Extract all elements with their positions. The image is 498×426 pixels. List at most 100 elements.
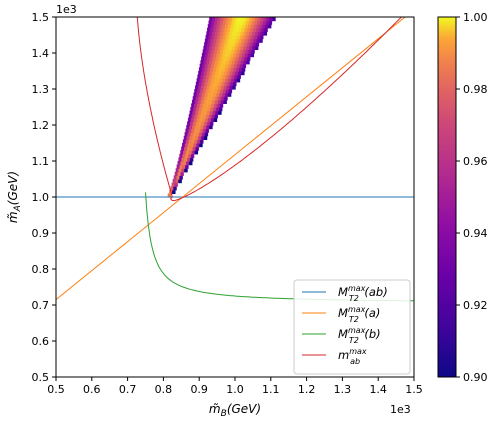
heatmap-cell [224, 53, 229, 58]
heatmap-cell [210, 38, 215, 43]
heatmap-cell [194, 114, 198, 119]
heatmap-cell [218, 67, 223, 72]
heatmap-cell [210, 78, 215, 83]
heatmap-cell [208, 74, 213, 79]
heatmap-cell [208, 60, 213, 65]
y-tick-label: 0.8 [32, 263, 50, 276]
heatmap-cell [220, 45, 225, 50]
heatmap-cell [196, 107, 200, 112]
heatmap-cell [207, 67, 211, 72]
heatmap-cell [204, 38, 209, 43]
heatmap-cell [187, 121, 191, 126]
heatmap-cell [246, 31, 250, 36]
heatmap-cell [249, 42, 254, 47]
heatmap-cell [209, 42, 214, 47]
heatmap-cell [205, 63, 209, 68]
heatmap-cell [197, 125, 202, 130]
heatmap-cell [218, 81, 223, 86]
heatmap-cell [238, 42, 242, 47]
heatmap-cell [259, 38, 263, 43]
heatmap-cell [216, 92, 220, 97]
heatmap-cell [171, 182, 176, 187]
heatmap-cell [217, 31, 222, 36]
heatmap-cell [187, 132, 191, 137]
heatmap-cell [214, 35, 218, 40]
heatmap-cell [214, 114, 218, 119]
heatmap-cell [252, 31, 256, 36]
heatmap-cell [230, 53, 235, 58]
heatmap-cell [211, 60, 216, 65]
heatmap-cell [218, 107, 223, 112]
y-tick-label: 1.2 [32, 119, 50, 132]
colorbar-tick-label: 1.00 [463, 11, 488, 24]
heatmap-cell [198, 71, 202, 76]
heatmap-cell [199, 128, 204, 133]
heatmap-cell [233, 53, 237, 58]
heatmap-cell [207, 27, 211, 32]
x-axis: 0.5 0.6 0.7 0.8 0.9 1.0 1.1 1.2 1.3 1.4 1.5 [47, 377, 423, 396]
heatmap-cell [205, 74, 210, 79]
heatmap-cell [199, 92, 203, 97]
heatmap-cell [196, 78, 201, 83]
heatmap-cell [214, 20, 218, 25]
heatmap-cell [264, 27, 268, 32]
heatmap-cell [197, 114, 201, 119]
heatmap-cell [194, 89, 198, 94]
heatmap-cell [210, 117, 215, 122]
heatmap-cell [205, 128, 209, 133]
heatmap-cell [231, 49, 235, 54]
heatmap-cell [207, 81, 211, 86]
heatmap-cell [222, 92, 226, 97]
heatmap-cell [213, 63, 218, 68]
heatmap-cell [238, 71, 242, 76]
heatmap-cell [202, 63, 206, 68]
heatmap-cell [206, 85, 210, 90]
heatmap-cell [223, 60, 227, 65]
heatmap-cell [265, 20, 270, 25]
heatmap-cell [213, 92, 218, 97]
heatmap-cell [184, 146, 188, 151]
heatmap-cell [236, 53, 240, 58]
heatmap-cell [222, 20, 227, 25]
heatmap-cell [195, 85, 199, 90]
heatmap-cell [185, 164, 189, 169]
heatmap-cell [203, 114, 207, 119]
heatmap-cell [211, 89, 215, 94]
heatmap-cell [242, 38, 246, 43]
heatmap-cell [232, 56, 237, 61]
heatmap-cell [232, 17, 236, 22]
colorbar-tick-label: 0.96 [463, 155, 488, 168]
heatmap-cell [225, 89, 230, 94]
heatmap-cell [214, 74, 219, 79]
heatmap-cell [196, 117, 200, 122]
heatmap-cell [208, 49, 212, 54]
heatmap-cell [212, 71, 216, 76]
y-axis: 0.5 0.6 0.7 0.8 0.9 1.0 1.1 1.2 1.3 1.4 1.5 [32, 11, 56, 384]
heatmap-cell [242, 24, 246, 29]
heatmap-cell [181, 168, 185, 173]
heatmap-cell [206, 45, 210, 50]
heatmap-cell [263, 17, 268, 22]
heatmap-cell [195, 96, 200, 101]
legend-box [293, 279, 411, 375]
heatmap-cell [225, 63, 229, 68]
heatmap-cell [213, 24, 217, 29]
x-tick-label: 1.3 [334, 383, 352, 396]
heatmap-cell [234, 49, 238, 54]
heatmap-cell [187, 157, 191, 162]
heatmap-cell [240, 60, 244, 65]
heatmap-cell [221, 53, 226, 58]
heatmap-cell [210, 53, 214, 58]
heatmap-cell [241, 27, 245, 32]
heatmap-cell [192, 135, 196, 140]
heatmap-cell [198, 67, 203, 72]
heatmap-cell [232, 42, 237, 47]
heatmap-cell [244, 42, 248, 47]
heatmap-cell [245, 49, 250, 54]
heatmap-cell [246, 56, 251, 61]
y-tick-label: 0.6 [32, 335, 50, 348]
heatmap-cell [182, 143, 186, 148]
heatmap-cell [177, 171, 181, 176]
heatmap-cell [197, 89, 201, 94]
heatmap-cell [235, 71, 239, 76]
